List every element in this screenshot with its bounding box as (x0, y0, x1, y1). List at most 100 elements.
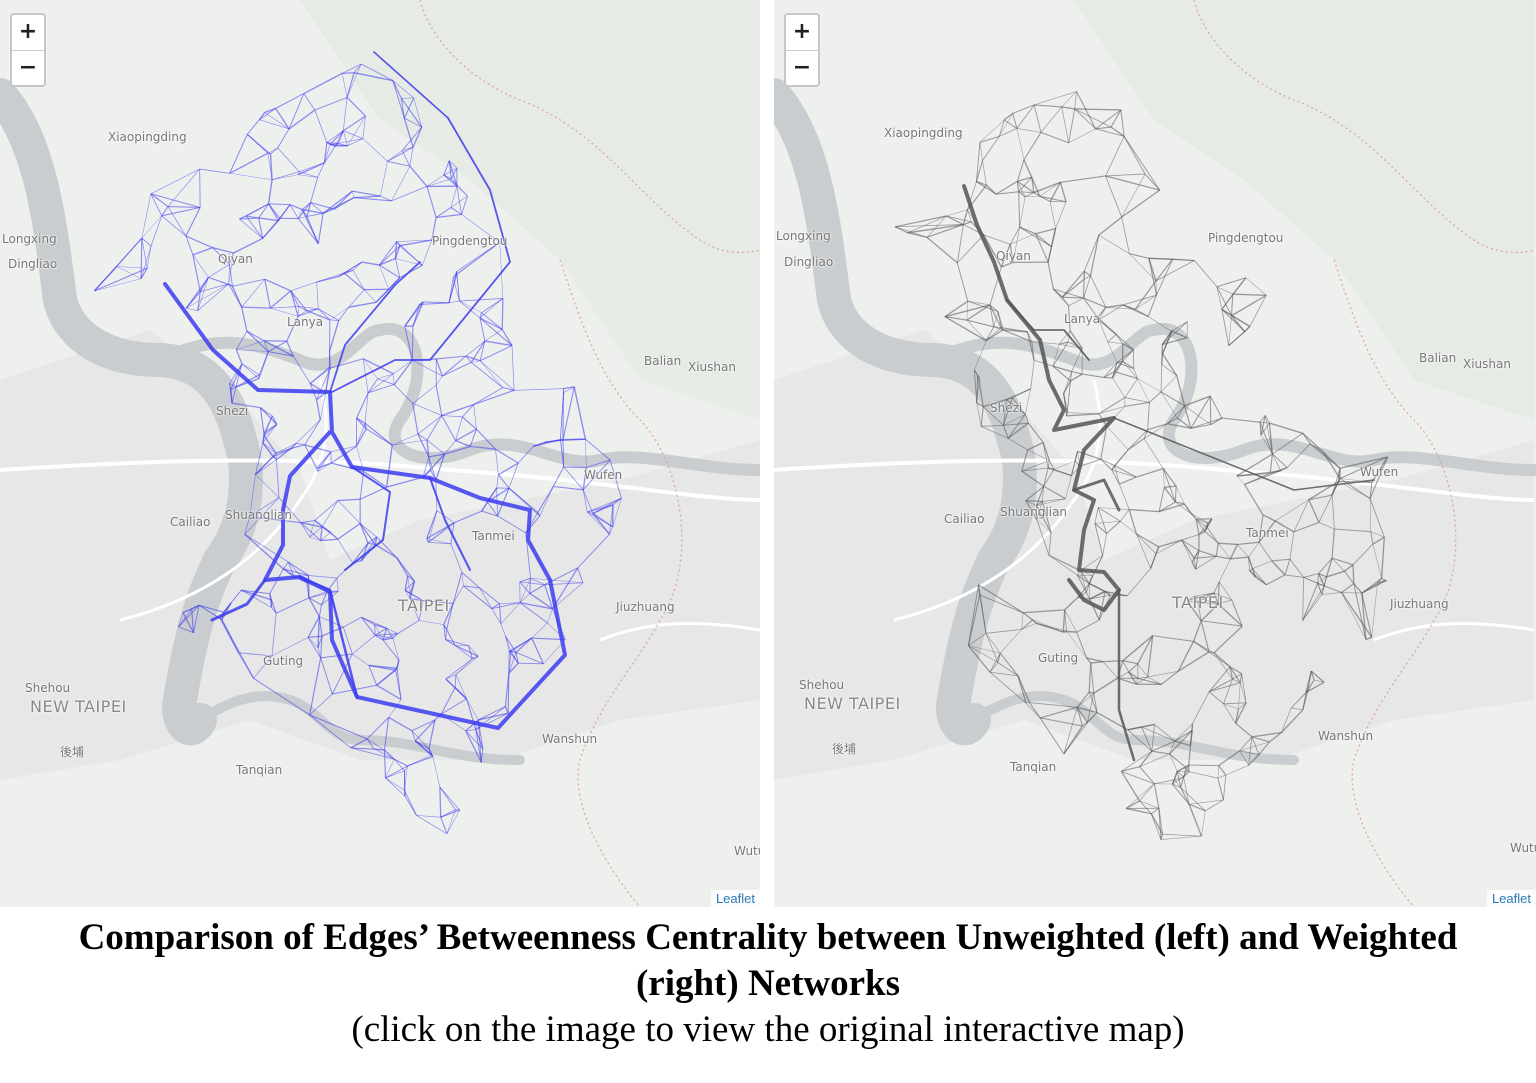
network-edge (1195, 519, 1206, 532)
network-edge (1331, 557, 1345, 572)
network-edge (1223, 678, 1233, 704)
network-edge (529, 592, 553, 610)
network-edge (445, 678, 468, 700)
network-edge (141, 238, 148, 269)
network-edge (260, 407, 265, 436)
network-edge (1156, 258, 1174, 296)
network-edge (529, 578, 532, 594)
network-edge (1002, 397, 1013, 426)
network-edge (263, 340, 294, 357)
network-edge (1061, 106, 1070, 143)
network-edge (1139, 750, 1153, 768)
network-edge (1090, 275, 1107, 308)
network-edge (967, 594, 981, 646)
network-edge (1148, 316, 1172, 332)
network-edge (1361, 592, 1373, 638)
network-edge (1026, 331, 1035, 361)
network-edge (1124, 378, 1138, 398)
network-edge (1098, 307, 1107, 320)
zoom-control-left: + − (10, 13, 46, 87)
network-edge (463, 585, 480, 589)
network-edge (212, 247, 234, 254)
leaflet-attribution-left[interactable]: Leaflet (710, 890, 760, 907)
network-edge (1162, 330, 1173, 354)
network-edge (1370, 531, 1374, 545)
network-edge (1137, 378, 1162, 393)
network-edge (1018, 191, 1021, 228)
network-edge (270, 147, 278, 155)
network-edge (946, 215, 972, 223)
zoom-out-button-right[interactable]: − (792, 55, 812, 80)
network-edge (979, 135, 1000, 143)
network-edge (428, 719, 436, 749)
network-edge (1063, 393, 1068, 416)
network-edge (475, 712, 509, 730)
network-edge (989, 304, 1002, 328)
map-canvas-right[interactable] (774, 0, 1536, 907)
network-edge (1021, 470, 1045, 487)
network-edge (417, 415, 443, 435)
network-edge (976, 180, 987, 186)
network-edge (382, 633, 398, 641)
network-edge (255, 459, 277, 475)
network-edge (241, 363, 259, 379)
network-edge (298, 218, 319, 244)
network-edge (1155, 258, 1174, 282)
caption-subtitle[interactable]: (click on the image to view the original… (351, 1009, 1185, 1050)
network-edge (1251, 736, 1270, 743)
place-label-pingdengtou: Pingdengtou (1208, 231, 1284, 245)
map-canvas-left[interactable] (0, 0, 760, 907)
network-edge (1134, 280, 1157, 310)
network-edge (1097, 507, 1108, 534)
network-edge (1012, 104, 1035, 114)
network-edge (1021, 460, 1050, 472)
network-edge (431, 217, 437, 241)
network-edge (1021, 619, 1034, 630)
network-edge-major (329, 261, 421, 393)
network-edge (1169, 740, 1176, 755)
network-edge (259, 108, 276, 121)
network-edge (1201, 810, 1206, 837)
network-edge (1027, 441, 1044, 451)
network-edge (582, 467, 588, 490)
network-edge (379, 257, 396, 266)
map-left-unweighted[interactable]: + − Leaflet Xiaopingding Longxing Dingliao… (0, 0, 760, 907)
network-edge (363, 470, 388, 488)
network-edge (1122, 660, 1138, 665)
network-edge (539, 486, 554, 517)
network-edge (510, 650, 519, 664)
network-edge (454, 644, 469, 647)
network-edge (388, 277, 401, 290)
leaflet-attribution-right[interactable]: Leaflet (1486, 890, 1536, 907)
place-label-wutu: Wutu (1510, 841, 1536, 855)
network-edge (1160, 391, 1178, 419)
network-edge (1017, 181, 1026, 197)
network-edge (359, 523, 376, 546)
network-edge (412, 359, 443, 377)
network-edge (185, 207, 201, 237)
network-edge (388, 716, 413, 732)
zoom-in-button-left[interactable]: + (12, 15, 44, 51)
network-edge (976, 181, 997, 195)
network-edge (1111, 469, 1137, 478)
network-edge (508, 652, 517, 674)
network-edge (1284, 559, 1291, 576)
network-edge (392, 373, 395, 385)
network-edge (1258, 741, 1270, 755)
network-edge (364, 422, 393, 446)
network-edge (1076, 706, 1088, 723)
network-edge (1235, 722, 1253, 738)
network-edge (255, 474, 280, 498)
network-edge (435, 206, 452, 218)
zoom-out-button-left[interactable]: − (18, 55, 38, 80)
network-edge (484, 340, 513, 347)
network-edge (352, 653, 370, 666)
network-edge (269, 593, 277, 614)
zoom-in-button-right[interactable]: + (786, 15, 818, 51)
network-edge (322, 190, 353, 214)
network-edge (1097, 307, 1107, 318)
map-right-weighted[interactable]: + − Leaflet Xiaopingding Longxing Dingliao… (774, 0, 1536, 907)
network-edge (198, 605, 221, 619)
network-edge (1162, 353, 1178, 377)
network-edge (1062, 609, 1066, 633)
